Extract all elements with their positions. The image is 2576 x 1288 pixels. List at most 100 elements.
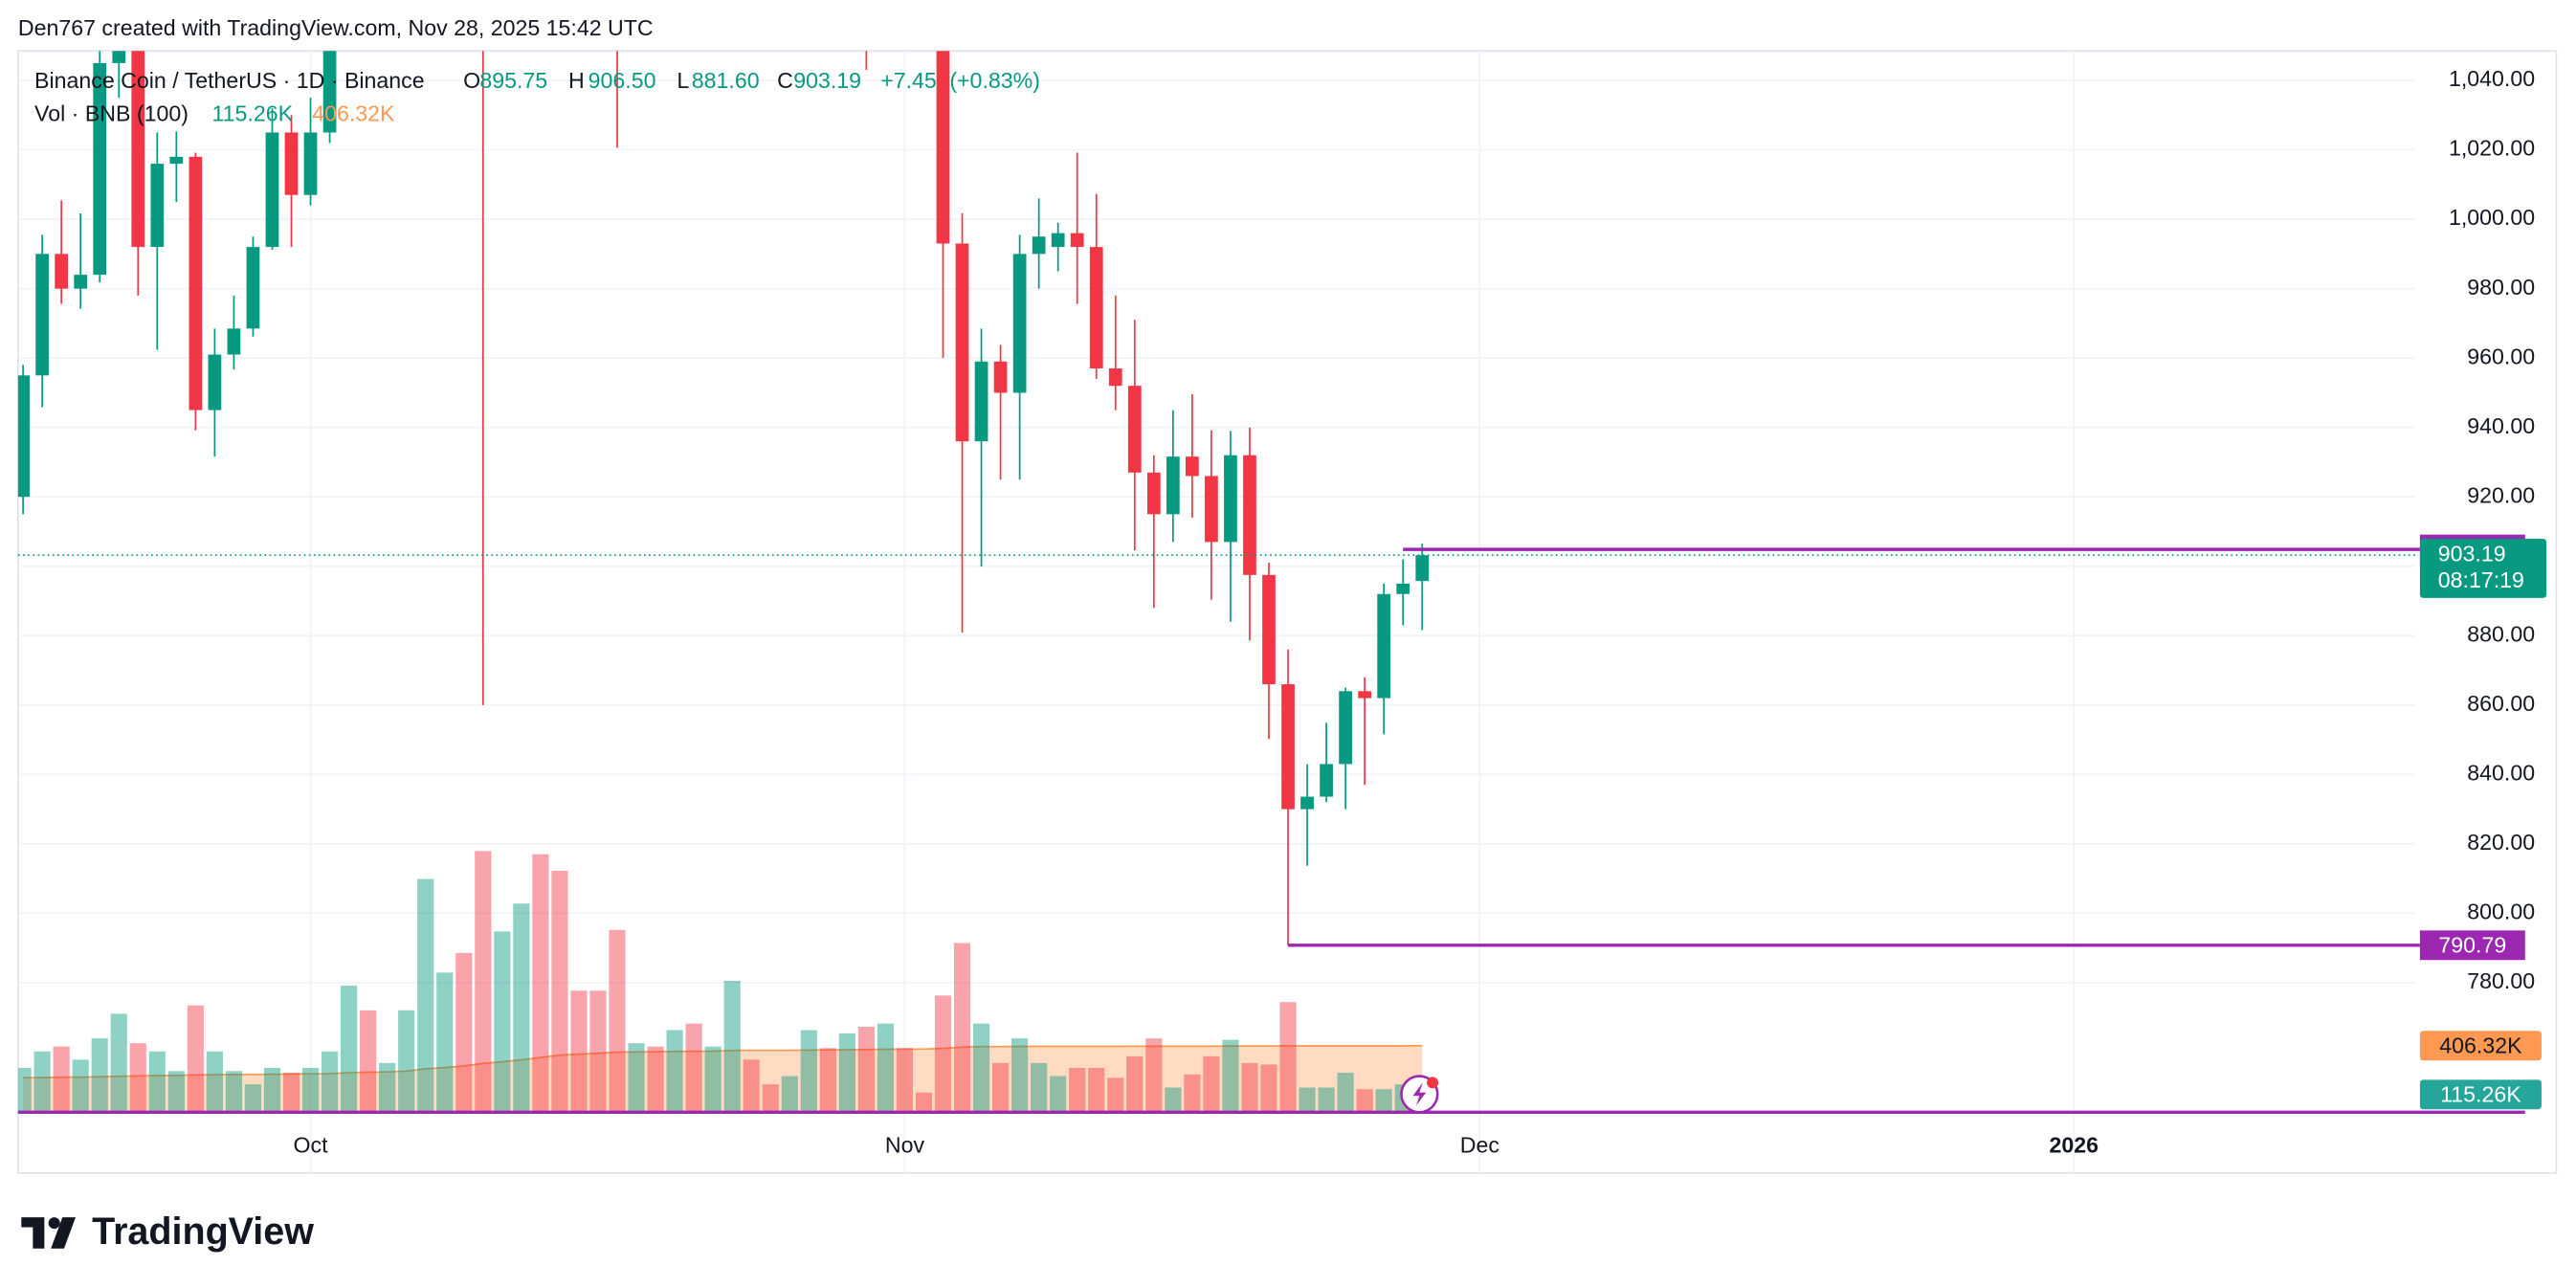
- volume-bar: [1145, 1038, 1163, 1115]
- volume-bar: [819, 1048, 836, 1115]
- legend-value: 881.60: [692, 68, 760, 93]
- volume-bar: [1184, 1074, 1201, 1115]
- candles: [17, 51, 1430, 945]
- candle-body: [284, 132, 299, 195]
- candle-body: [265, 132, 279, 248]
- candle-body: [322, 51, 337, 133]
- y-tick-label: 860.00: [2467, 691, 2535, 716]
- candle-body: [1127, 386, 1142, 473]
- candle-body: [1205, 476, 1218, 543]
- legend-key: H: [568, 68, 585, 93]
- brand: TradingView: [21, 1210, 314, 1253]
- volume-bar: [455, 952, 473, 1115]
- candle-body: [1051, 233, 1065, 248]
- legend-change-pct: (+0.83%): [949, 68, 1040, 93]
- volume-bar: [494, 931, 511, 1115]
- candle-body: [936, 51, 950, 244]
- y-tick-label: 920.00: [2467, 482, 2535, 507]
- volume-badge: [2419, 1079, 2542, 1110]
- candle-body: [1070, 233, 1084, 248]
- x-tick-label: Dec: [1460, 1132, 1499, 1157]
- volume-bar: [167, 1071, 185, 1115]
- legend-key: O: [463, 68, 480, 93]
- volume-bar: [1126, 1055, 1144, 1115]
- candle-body: [17, 375, 30, 498]
- legend-change: +7.45: [880, 68, 937, 93]
- volume-bar: [360, 1010, 377, 1115]
- volume-bar: [551, 870, 568, 1115]
- volume-bar: [475, 851, 492, 1115]
- candle-body: [74, 275, 88, 289]
- volume-bar: [972, 1023, 990, 1115]
- volume-ma-line: [23, 1044, 1423, 1079]
- candle-body: [112, 51, 126, 63]
- volume-bar: [992, 1062, 1010, 1115]
- volume-value: 115.26K: [211, 100, 293, 125]
- volume-bar: [206, 1051, 223, 1115]
- x-tick-label: Oct: [294, 1132, 329, 1157]
- volume-bar: [148, 1051, 166, 1115]
- volume-bar: [532, 854, 549, 1115]
- candle-body: [1032, 236, 1046, 255]
- volume-bar: [1318, 1087, 1335, 1115]
- volume-bar: [647, 1046, 664, 1115]
- volume-bar: [1203, 1055, 1220, 1115]
- volume-bar: [915, 1092, 933, 1115]
- volume-bar: [570, 990, 588, 1115]
- volume-bar: [1088, 1067, 1105, 1115]
- volume-bar: [934, 995, 952, 1115]
- candle-body: [1012, 254, 1027, 393]
- volume-bar: [1260, 1064, 1277, 1115]
- volume-bar: [685, 1023, 702, 1115]
- frame: [17, 50, 2558, 1174]
- volume-bar: [379, 1062, 396, 1115]
- candle-body: [1339, 691, 1352, 765]
- price-label: 903.19: [2438, 541, 2506, 566]
- candle-body: [227, 328, 241, 355]
- candle-body: [1377, 593, 1391, 699]
- y-tick-label: 1,020.00: [2449, 136, 2535, 161]
- volume-bar: [72, 1059, 89, 1115]
- volume-ma-badge-label: 406.32K: [2439, 1033, 2522, 1058]
- volume-bar: [896, 1048, 914, 1115]
- volume-bar: [225, 1071, 242, 1115]
- volume-bar: [33, 1051, 51, 1115]
- volume-bar: [704, 1046, 722, 1115]
- y-tick-label: 780.00: [2467, 968, 2535, 993]
- volume-bar: [723, 980, 741, 1115]
- volume-bar: [244, 1084, 262, 1115]
- candle-body: [169, 156, 184, 165]
- volume-bar: [513, 903, 530, 1115]
- x-tick-label: 2026: [2049, 1132, 2099, 1157]
- volume-badge-label: 115.26K: [2440, 1082, 2521, 1107]
- volume-title: Vol · BNB (100): [34, 100, 189, 125]
- candle-body: [55, 254, 69, 289]
- level-badge: [2419, 930, 2525, 961]
- candle-body: [35, 254, 49, 376]
- candle-body: [1415, 555, 1430, 582]
- volume-bar: [321, 1051, 339, 1115]
- legend-key: C: [777, 68, 793, 93]
- attribution: Den767 created with TradingView.com, Nov…: [18, 15, 654, 40]
- volume-bar: [110, 1013, 127, 1115]
- volume-bar: [1165, 1087, 1182, 1115]
- volume-pane: [17, 851, 1431, 1115]
- volume-bar: [301, 1067, 320, 1115]
- candle-body: [1262, 574, 1276, 685]
- volume-bar: [1222, 1039, 1239, 1115]
- volume-bar: [1031, 1062, 1048, 1115]
- y-tick-label: 1,000.00: [2449, 205, 2535, 230]
- candle-body: [1300, 796, 1314, 810]
- candle-body: [246, 247, 260, 329]
- volume-ma-badge: [2419, 1031, 2542, 1061]
- volume-bar: [398, 1010, 415, 1115]
- legend-key: L: [677, 68, 689, 93]
- volume-bar: [838, 1033, 855, 1115]
- candle-body: [93, 62, 107, 276]
- volume-bar: [589, 990, 607, 1115]
- grid: [17, 51, 2415, 1173]
- candle-body: [1243, 455, 1256, 575]
- y-tick-label: 1,040.00: [2449, 66, 2535, 91]
- legend: Binance Coin / TetherUS · 1D · Binance O…: [34, 68, 1040, 125]
- volume-bar: [91, 1038, 108, 1115]
